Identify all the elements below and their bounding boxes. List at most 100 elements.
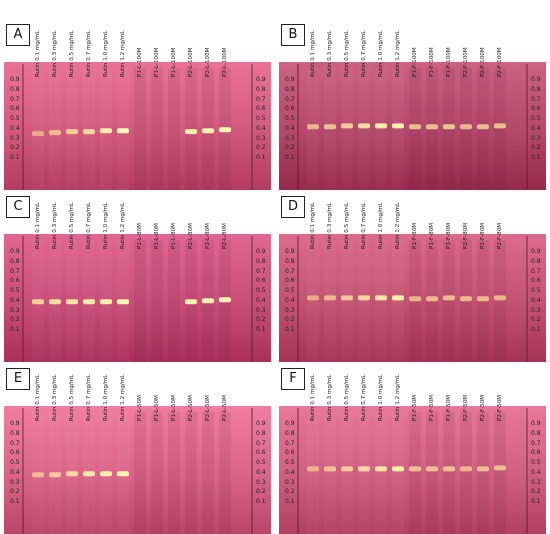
lane-track [375,240,387,362]
rf-tick-left: 0.2 [10,316,20,324]
panel-d: Rutin 0.1 mg/mL Rutin 0.3 mg/mL Rutin 0.5 … [279,194,546,362]
tlc-plate [4,62,271,190]
lane-label: Rutin 1.0 mg/mL [100,25,111,77]
lane-track [134,240,146,362]
rf-tick-left: 0.1 [10,326,20,333]
panel-b: Rutin 0.1 mg/mL Rutin 0.3 mg/mL Rutin 0.5 … [279,22,546,190]
lane-label-text: P1-F-80M [412,222,418,249]
lane-label: P1-L-50M [151,369,162,421]
lane-label: P1-L-80M [151,197,162,249]
lane-track [392,412,404,534]
lane-label-text: Rutin 0.3 mg/mL [52,202,58,249]
lane-label-text: Rutin 0.3 mg/mL [327,202,333,249]
lane-label-text: P2-F-80M [497,222,503,249]
rf-tick-left: 0.7 [285,267,295,275]
hptlc-figure: Rutin 0.1 mg/mL Rutin 0.3 mg/mL Rutin 0.5 … [4,22,546,534]
lane-label: P2-F-50M [477,369,488,421]
lane-label-text: Rutin 1.0 mg/mL [103,202,109,249]
lane-label-text: P2-L-100M [188,47,194,78]
lane-label-text: P1-L-50M [137,395,143,421]
panel-f: Rutin 0.1 mg/mL Rutin 0.3 mg/mL Rutin 0.5 … [279,366,546,534]
lane-label-text: Rutin 1.0 mg/mL [378,202,384,249]
lane-label-text: P1-F-80M [429,222,435,249]
lane-label: P2-F-50M [460,369,471,421]
lane-label: P2-F-80M [460,197,471,249]
rutin-band [117,299,129,305]
lane-label-text: P1-L-100M [171,47,177,78]
rf-tick-left: 0.5 [10,459,20,466]
lane-label: P1-L-100M [151,25,162,78]
rf-tick-right: 0.9 [256,248,266,255]
rutin-band [307,124,319,130]
lane-label: Rutin 1.0 mg/mL [100,369,111,421]
rutin-band [117,128,129,134]
lane-label: Rutin 0.3 mg/mL [49,369,60,421]
rf-tick-left: 0.1 [285,154,295,161]
lane-label: Rutin 0.3 mg/mL [324,197,335,249]
lane-label-text: P1-L-100M [137,47,143,78]
lane-track [219,412,231,534]
lane-label-text: P2-F-50M [480,394,486,421]
rutin-band [477,466,489,472]
lane-label: P2-F-100M [460,25,471,77]
rutin-band [49,472,61,478]
rf-tick-right: 0.4 [531,124,541,132]
lane-label-text: Rutin 0.5 mg/mL [344,30,350,77]
rutin-band [66,129,78,135]
lane-label: P1-F-100M [426,25,437,77]
rf-tick-right: 0.7 [531,95,541,103]
lane-label: P1-F-100M [443,25,454,77]
rutin-band [426,466,438,472]
lane-label: P2-L-50M [219,369,230,421]
panel-letter: A [6,24,30,46]
rutin-band [392,123,404,129]
lane-label: Rutin 0.7 mg/mL [358,25,369,77]
tlc-plate [4,406,271,534]
rutin-band [341,466,353,472]
lane-label: Rutin 0.5 mg/mL [66,25,77,77]
lane-label: P1-L-100M [168,25,179,78]
lane-label: P1-F-50M [409,369,420,421]
rf-tick-left: 0.7 [285,95,295,103]
lane-label-text: P2-F-100M [497,47,503,77]
rf-tick-right: 0.2 [531,316,541,324]
rf-tick-left: 0.1 [285,326,295,333]
lane-label-text: Rutin 0.5 mg/mL [69,374,75,421]
lane-label: P2-F-50M [494,369,505,421]
rf-tick-left: 0.5 [285,459,295,466]
rf-tick-left: 0.9 [285,248,295,255]
rutin-band [100,471,112,477]
rutin-band [100,128,112,134]
rutin-band [83,299,95,305]
rf-tick-right: 0.4 [531,468,541,476]
lane-label: Rutin 0.1 mg/mL [307,25,318,77]
lane-label: P2-L-100M [185,25,196,78]
lane-label: P1-L-80M [134,197,145,249]
lane-label-text: P1-F-80M [446,222,452,249]
rutin-band [409,296,421,302]
panel-letter: F [281,368,305,390]
lane-label: Rutin 1.0 mg/mL [100,197,111,249]
rutin-band [83,129,95,135]
rf-tick-right: 0.5 [256,287,266,294]
lane-label-text: P1-F-100M [446,47,452,77]
lane-label-text: P2-L-50M [205,395,211,421]
rf-tick-left: 0.3 [285,134,295,142]
rf-tick-right: 0.8 [531,429,541,437]
rf-tick-right: 0.9 [256,76,266,83]
lane-label: Rutin 1.0 mg/mL [375,25,386,77]
lane-label-text: P2-F-80M [480,222,486,249]
lane-track [494,68,506,190]
rf-tick-right: 0.3 [531,478,541,486]
rf-tick-right: 0.1 [256,498,266,505]
rutin-band [477,124,489,130]
rf-tick-left: 0.8 [10,85,20,93]
lane-label-text: Rutin 0.3 mg/mL [327,374,333,421]
rf-tick-right: 0.8 [256,85,266,93]
rf-tick-right: 0.7 [531,439,541,447]
lane-label-text: P2-L-100M [222,47,228,78]
rf-tick-left: 0.4 [285,296,295,304]
rf-tick-left: 0.4 [10,468,20,476]
lane-label: Rutin 0.5 mg/mL [66,369,77,421]
lane-track [307,240,319,362]
